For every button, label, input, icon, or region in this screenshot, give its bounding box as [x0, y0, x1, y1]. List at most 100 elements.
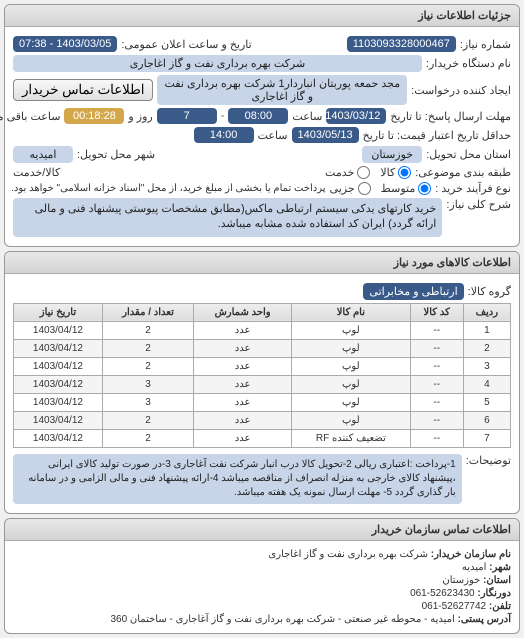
- table-cell: 5: [463, 393, 510, 411]
- price-deadline-label: حداقل تاریخ اعتبار قیمت: تا تاریخ: [363, 129, 511, 142]
- goods-header: اطلاعات کالاهای مورد نیاز: [5, 252, 519, 274]
- time-remain-label: ساعت باقی مانده: [0, 110, 60, 123]
- table-cell: 1403/04/12: [14, 375, 103, 393]
- table-cell: عدد: [194, 339, 292, 357]
- desc-value: خرید کارتهای یدکی سیستم ارتباطی ماکس(مطا…: [13, 198, 442, 237]
- table-row[interactable]: 1--لوپعدد21403/04/12: [14, 321, 511, 339]
- goods-table: ردیفکد کالانام کالاواحد شمارشتعداد / مقد…: [13, 303, 511, 448]
- table-cell: --: [410, 429, 463, 447]
- table-cell: 2: [102, 339, 193, 357]
- contact-buyer-button[interactable]: اطلاعات تماس خریدار: [13, 79, 153, 101]
- table-row[interactable]: 6--لوپعدد21403/04/12: [14, 411, 511, 429]
- contact-header: اطلاعات تماس سازمان خریدار: [5, 519, 519, 541]
- resp-deadline-label: مهلت ارسال پاسخ: تا تاریخ: [390, 110, 511, 123]
- pub-date-label: تاریخ و ساعت اعلان عمومی:: [121, 38, 251, 51]
- table-row[interactable]: 5--لوپعدد31403/04/12: [14, 393, 511, 411]
- prov-label: استان:: [483, 575, 511, 586]
- table-cell: لوپ: [292, 321, 411, 339]
- radio-medium[interactable]: متوسط: [381, 182, 432, 195]
- contract-label: نوع فرآیند خرید :: [435, 182, 511, 195]
- main-header: جزئیات اطلاعات نیاز: [5, 5, 519, 27]
- need-details-panel: جزئیات اطلاعات نیاز شماره نیاز: 11030933…: [4, 4, 520, 247]
- table-cell: 3: [463, 357, 510, 375]
- table-cell: --: [410, 393, 463, 411]
- notes-label: توضیحات:: [466, 454, 511, 467]
- table-cell: 1403/04/12: [14, 321, 103, 339]
- org-label: نام سازمان خریدار:: [431, 549, 511, 560]
- table-row[interactable]: 2--لوپعدد21403/04/12: [14, 339, 511, 357]
- table-cell: 2: [102, 429, 193, 447]
- delivery-city: امیدیه: [13, 146, 73, 163]
- table-cell: عدد: [194, 411, 292, 429]
- table-cell: 2: [102, 357, 193, 375]
- delivery-prov-label: استان محل تحویل:: [426, 148, 511, 161]
- group-label: گروه کالا:: [468, 285, 511, 298]
- table-cell: 1403/04/12: [14, 429, 103, 447]
- radio-goods[interactable]: کالا: [380, 166, 411, 179]
- addr-label: آدرس پستی:: [458, 614, 511, 625]
- budget-label: طبقه بندی موضوعی:: [415, 166, 511, 179]
- days-remain-label: روز و: [128, 110, 152, 123]
- fax-value: 52623430-061: [410, 588, 475, 599]
- city-label: شهر:: [489, 562, 511, 573]
- price-time: 14:00: [194, 127, 254, 143]
- requester-value: مجد حمعه پوربتان انباردار1 شرکت بهره برد…: [157, 75, 407, 105]
- table-cell: 1403/04/12: [14, 411, 103, 429]
- radio-small-input[interactable]: [358, 182, 371, 195]
- radio-medium-input[interactable]: [418, 182, 431, 195]
- table-cell: 2: [102, 411, 193, 429]
- radio-goods-input[interactable]: [398, 166, 411, 179]
- table-cell: 1403/04/12: [14, 339, 103, 357]
- table-cell: --: [410, 321, 463, 339]
- req-no-label: شماره نیاز:: [460, 38, 511, 51]
- table-cell: لوپ: [292, 411, 411, 429]
- goods-panel: اطلاعات کالاهای مورد نیاز گروه کالا: ارت…: [4, 251, 520, 514]
- radio-service[interactable]: خدمت: [325, 166, 370, 179]
- buyer-org-label: نام دستگاه خریدار:: [426, 57, 511, 70]
- requester-label: ایجاد کننده درخواست:: [411, 84, 511, 97]
- table-header: ردیف: [463, 303, 510, 321]
- table-row[interactable]: 7--تضعیف کننده RFعدد21403/04/12: [14, 429, 511, 447]
- table-cell: عدد: [194, 393, 292, 411]
- table-cell: 4: [463, 375, 510, 393]
- dash-1: -: [221, 110, 225, 122]
- resp-time: 08:00: [228, 108, 288, 124]
- price-date: 1403/05/13: [292, 127, 359, 143]
- delivery-prov: خوزستان: [362, 146, 422, 163]
- table-cell: --: [410, 357, 463, 375]
- phone-value: 52627742-061: [422, 601, 487, 612]
- radio-service-input[interactable]: [357, 166, 370, 179]
- table-header: تعداد / مقدار: [102, 303, 193, 321]
- table-cell: عدد: [194, 321, 292, 339]
- city-value: امیدیه: [462, 562, 487, 573]
- table-cell: 2: [463, 339, 510, 357]
- addr-value: امیدیه - محوطه غیر صنعتی - شرکت بهره برد…: [110, 614, 454, 625]
- table-cell: عدد: [194, 357, 292, 375]
- time-remain: 00:18:28: [64, 108, 124, 124]
- buyer-org-value: شرکت بهره برداری نفت و گاز اغاجاری: [13, 55, 422, 72]
- notes-value: 1-پرداخت :اعتباری ریالی 2-تحویل کالا درب…: [13, 454, 462, 504]
- table-cell: لوپ: [292, 357, 411, 375]
- table-cell: لوپ: [292, 393, 411, 411]
- table-row[interactable]: 3--لوپعدد21403/04/12: [14, 357, 511, 375]
- phone-label: تلفن:: [489, 601, 511, 612]
- table-cell: --: [410, 411, 463, 429]
- table-cell: 1403/04/12: [14, 393, 103, 411]
- days-remain: 7: [157, 108, 217, 124]
- table-header: نام کالا: [292, 303, 411, 321]
- table-cell: --: [410, 339, 463, 357]
- table-cell: 1403/04/12: [14, 357, 103, 375]
- table-header: واحد شمارش: [194, 303, 292, 321]
- radio-small[interactable]: جزیی: [330, 182, 371, 195]
- table-cell: لوپ: [292, 339, 411, 357]
- table-cell: لوپ: [292, 375, 411, 393]
- req-no-value: 1103093328000467: [347, 36, 456, 52]
- group-value: ارتباطی و مخابراتی: [363, 283, 463, 300]
- table-cell: تضعیف کننده RF: [292, 429, 411, 447]
- table-cell: عدد: [194, 429, 292, 447]
- table-row[interactable]: 4--لوپعدد31403/04/12: [14, 375, 511, 393]
- table-header: تاریخ نیاز: [14, 303, 103, 321]
- table-cell: 3: [102, 393, 193, 411]
- table-cell: 2: [102, 321, 193, 339]
- prov-value: خوزستان: [442, 575, 480, 586]
